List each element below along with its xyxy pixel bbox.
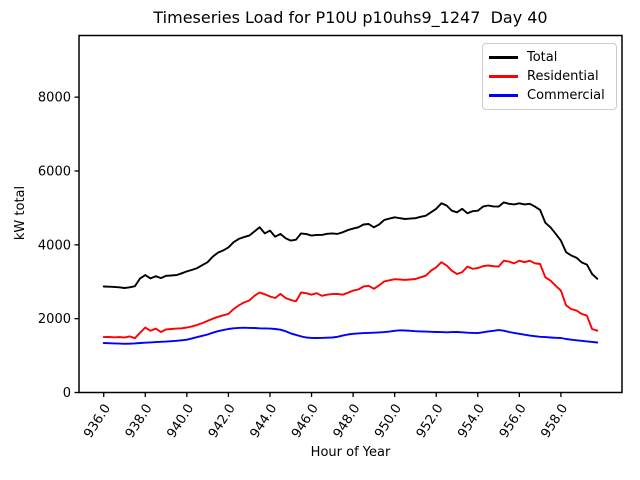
x-tick-label: 942.0 bbox=[206, 402, 239, 441]
legend-label-residential: Residential bbox=[527, 69, 599, 84]
x-tick-label: 946.0 bbox=[289, 402, 322, 441]
x-tick-label: 948.0 bbox=[331, 402, 364, 441]
legend-entry-commercial: Commercial bbox=[489, 86, 610, 105]
legend: Total Residential Commercial bbox=[482, 43, 617, 110]
series-line-commercial bbox=[102, 326, 599, 345]
series-line-residential bbox=[102, 259, 599, 340]
x-tick-label: 940.0 bbox=[164, 402, 197, 441]
y-axis-label: kW total bbox=[13, 185, 28, 241]
legend-label-commercial: Commercial bbox=[527, 88, 605, 103]
x-tick-label: 958.0 bbox=[538, 402, 571, 441]
legend-entry-total: Total bbox=[489, 48, 610, 67]
legend-line-residential-icon bbox=[489, 75, 518, 78]
legend-line-total-icon bbox=[489, 56, 518, 59]
x-tick-label: 954.0 bbox=[455, 402, 488, 441]
y-tick-label: 6000 bbox=[38, 164, 71, 179]
series-line-total bbox=[102, 201, 599, 289]
x-tick-label: 944.0 bbox=[247, 402, 280, 441]
legend-entry-residential: Residential bbox=[489, 67, 610, 86]
chart-title: Timeseries Load for P10U p10uhs9_1247 Da… bbox=[153, 8, 548, 27]
axes-frame bbox=[78, 34, 623, 394]
legend-line-commercial-icon bbox=[489, 94, 518, 97]
y-tick-label: 0 bbox=[63, 386, 71, 401]
legend-label-total: Total bbox=[527, 50, 558, 65]
x-axis-label: Hour of Year bbox=[310, 445, 391, 460]
x-tick-label: 952.0 bbox=[414, 402, 447, 441]
x-tick-label: 950.0 bbox=[372, 402, 405, 441]
y-tick-label: 2000 bbox=[38, 312, 71, 327]
y-tick-label: 8000 bbox=[38, 91, 71, 106]
x-tick-label: 956.0 bbox=[497, 402, 530, 441]
y-tick-label: 4000 bbox=[38, 238, 71, 253]
x-tick-label: 938.0 bbox=[123, 402, 156, 441]
x-tick-label: 936.0 bbox=[81, 402, 114, 441]
